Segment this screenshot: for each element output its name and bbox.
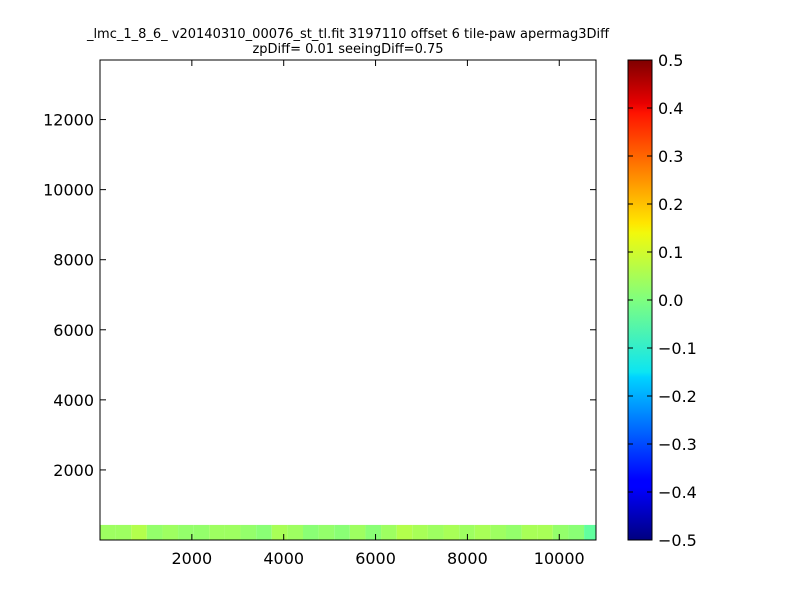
heatmap-cell	[209, 524, 225, 540]
colorbar-tick-label: 0.4	[658, 99, 683, 118]
heatmap-cell	[240, 524, 257, 540]
plot-area: 2000 4000 6000 8000 10000 2000 4000 6000 8000 10…	[43, 59, 597, 568]
colorbar-tick-label: −0.1	[658, 339, 697, 358]
heatmap-cell	[178, 524, 194, 540]
heatmap-cell	[318, 524, 335, 540]
y-tick-label: 2000	[53, 461, 94, 480]
colorbar: 0.5 0.4 0.3 0.2 0.1 0.0 −0.1 −0.2 −0.3 −0.4 −0.5	[627, 51, 697, 550]
heatmap-cell	[381, 524, 397, 540]
colorbar-tick-label: −0.4	[658, 483, 697, 502]
y-tick-label: 8000	[53, 251, 94, 270]
heatmap-cell	[334, 524, 350, 540]
heatmap-cell	[224, 524, 241, 540]
heatmap-cell	[302, 524, 319, 540]
heatmap-cell	[162, 524, 179, 540]
x-tick-label: 8000	[447, 549, 488, 568]
colorbar-tick-label: −0.3	[658, 435, 697, 454]
x-axis: 2000 4000 6000 8000 10000	[171, 60, 585, 568]
heatmap-cell	[459, 524, 475, 540]
chart-title: _lmc_1_8_6_ v20140310_00076_st_tl.fit 31…	[86, 27, 610, 57]
y-tick-label: 12000	[43, 111, 94, 130]
heatmap-cell	[490, 524, 506, 540]
colorbar-ticks: 0.5 0.4 0.3 0.2 0.1 0.0 −0.1 −0.2 −0.3 −0.4 −0.5	[628, 51, 697, 550]
colorbar-tick-label: 0.0	[658, 291, 683, 310]
y-tick-label: 6000	[53, 321, 94, 340]
heatmap-cells	[100, 524, 596, 540]
colorbar-tick-label: 0.1	[658, 243, 683, 262]
heatmap-cell	[505, 524, 522, 540]
heatmap-cell	[131, 524, 147, 540]
colorbar-tick-label: −0.2	[658, 387, 697, 406]
heatmap-cell	[349, 524, 366, 540]
heatmap-cell	[271, 524, 288, 540]
x-tick-label: 6000	[355, 549, 396, 568]
heatmap-cell	[427, 524, 444, 540]
colorbar-tick-label: 0.5	[658, 51, 683, 70]
plot-frame	[99, 59, 597, 541]
chart-title-line-2: zpDiff= 0.01 seeingDiff=0.75	[252, 42, 443, 57]
x-tick-label: 4000	[263, 549, 304, 568]
heatmap-cell	[474, 524, 491, 540]
plot-background	[100, 60, 596, 540]
heatmap-cell	[443, 524, 460, 540]
heatmap-cell	[365, 524, 382, 540]
heatmap-cell	[146, 524, 163, 540]
heatmap-cell	[287, 524, 303, 540]
x-tick-label: 10000	[534, 549, 585, 568]
colorbar-tick-label: 0.3	[658, 147, 683, 166]
y-tick-label: 4000	[53, 391, 94, 410]
colorbar-tick-label: −0.5	[658, 531, 697, 550]
heatmap-cell	[568, 524, 585, 540]
heatmap-cell	[396, 524, 413, 540]
heatmap-cell	[412, 524, 428, 540]
heatmap-cell	[256, 524, 272, 540]
y-tick-label: 10000	[43, 181, 94, 200]
heatmap-cell	[115, 524, 132, 540]
heatmap-cell	[193, 524, 210, 540]
heatmap-cell	[584, 524, 596, 540]
heatmap-cell	[537, 524, 553, 540]
heatmap-cell	[100, 524, 116, 540]
colorbar-tick-label: 0.2	[658, 195, 683, 214]
y-axis: 2000 4000 6000 8000 10000 12000	[43, 111, 596, 480]
heatmap-cell	[521, 524, 538, 540]
x-tick-label: 2000	[171, 549, 212, 568]
chart-title-line-1: _lmc_1_8_6_ v20140310_00076_st_tl.fit 31…	[86, 27, 610, 42]
heatmap-cell	[552, 524, 569, 540]
